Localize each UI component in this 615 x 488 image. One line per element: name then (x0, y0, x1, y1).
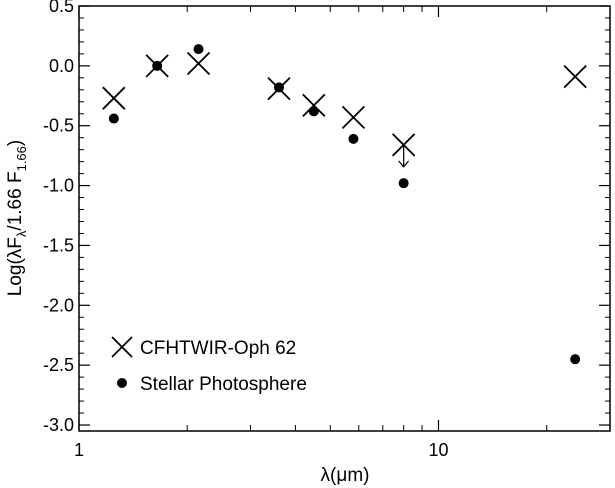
y-tick-label: -3.0 (43, 415, 74, 435)
photosphere-point (152, 60, 163, 71)
y-tick-label: 0.0 (49, 56, 74, 76)
y-tick-label: -2.5 (43, 355, 74, 375)
x-tick-label: 1 (74, 440, 84, 460)
y-tick-label: -0.5 (43, 116, 74, 136)
photosphere-point (273, 82, 284, 93)
cross-stroke (341, 105, 366, 129)
cross-marker (186, 51, 211, 76)
photosphere-point (193, 44, 204, 55)
photosphere-point (348, 133, 359, 144)
photosphere-point (308, 106, 319, 117)
cross-marker (302, 93, 326, 118)
legend-label-photosphere: Stellar Photosphere (140, 374, 307, 395)
y-axis-label: Log(λFλ/1.66 F1.66) (5, 140, 29, 296)
photosphere-point (398, 178, 409, 189)
y-axis: 0.5 0.0 -0.5 -1.0 -1.5 -2.0 -2.5 -3.0 (43, 0, 610, 435)
x-tick-label: 10 (428, 440, 448, 460)
y-tick-label: -1.0 (43, 176, 74, 196)
x-axis: 1 10 (74, 6, 611, 460)
data-series (102, 44, 587, 365)
legend-label-cfhtwir: CFHTWIR-Oph 62 (140, 338, 296, 359)
cross-stroke (563, 64, 587, 89)
legend-cross-marker (111, 336, 133, 358)
cross-marker (563, 64, 587, 89)
cross-marker (341, 105, 366, 129)
upper-limit-arrow (398, 144, 410, 168)
legend: CFHTWIR-Oph 62 Stellar Photosphere (111, 336, 307, 395)
x-axis-label: λ(μm) (321, 465, 370, 486)
plot-frame (78, 5, 611, 432)
y-tick-label: -2.0 (43, 295, 74, 315)
photosphere-point (108, 113, 119, 124)
y-tick-label: 0.5 (49, 0, 74, 16)
photosphere-point (570, 354, 581, 365)
cross-stroke (102, 86, 126, 110)
y-tick-label: -1.5 (43, 235, 74, 255)
cross-marker (102, 86, 126, 110)
arrow-head (398, 160, 410, 168)
cross-stroke (302, 93, 326, 118)
cross-stroke (186, 51, 211, 76)
legend-dot-marker (117, 378, 127, 388)
